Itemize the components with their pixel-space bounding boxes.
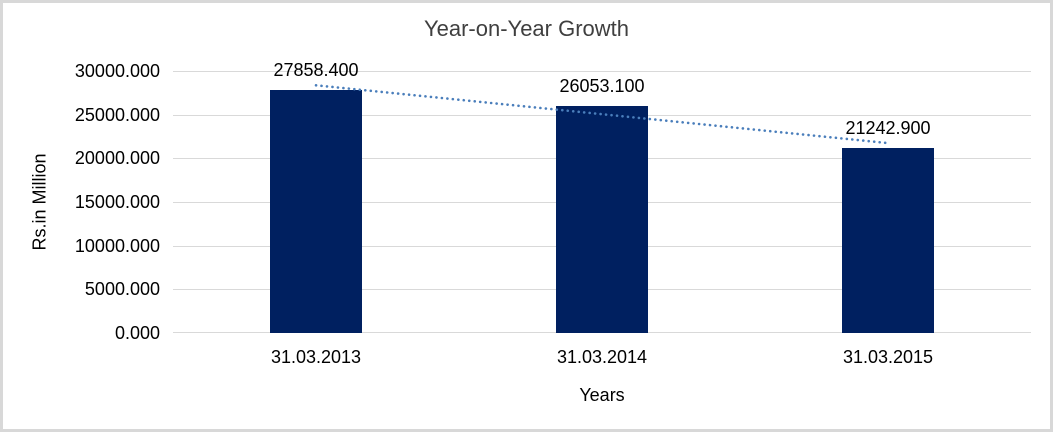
bar [842, 147, 934, 333]
data-label: 27858.400 [273, 59, 359, 80]
chart-title: Year-on-Year Growth [423, 16, 630, 41]
y-tick-label: 0.000 [114, 323, 160, 343]
x-tick-label: 31.03.2014 [556, 347, 648, 367]
trendline-segment [314, 84, 890, 145]
x-tick-label: 31.03.2015 [842, 347, 934, 367]
y-tick-label: 10000.000 [74, 236, 160, 256]
gridline [173, 71, 1031, 72]
y-tick-label: 20000.000 [74, 148, 160, 168]
bar [270, 89, 362, 333]
data-label: 21242.900 [845, 117, 931, 138]
trendline [314, 84, 890, 145]
plot-area: 27858.400 26053.100 21242.900 [173, 60, 1031, 333]
x-tick-label: 31.03.2013 [270, 347, 362, 367]
y-tick-label: 30000.000 [74, 61, 160, 81]
y-tick-label: 5000.000 [84, 279, 160, 299]
y-tick-label: 15000.000 [74, 192, 160, 212]
y-tick-label: 25000.000 [74, 105, 160, 125]
data-label: 26053.100 [559, 75, 645, 96]
x-axis-title: Years [579, 385, 625, 405]
bar [556, 105, 648, 333]
